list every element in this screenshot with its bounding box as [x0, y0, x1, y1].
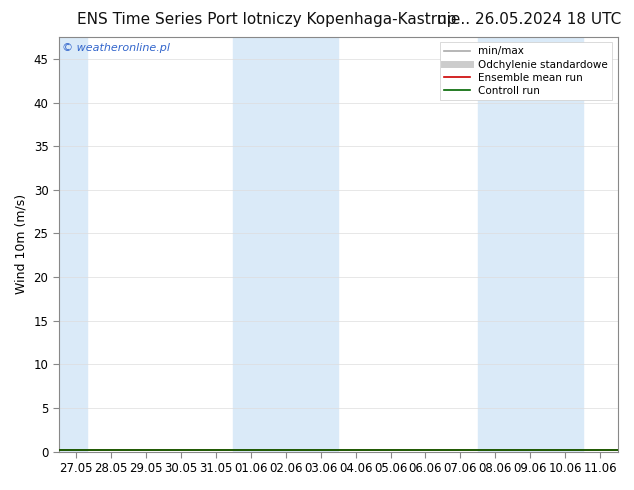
Bar — [478, 37, 583, 452]
Text: ENS Time Series Port lotniczy Kopenhaga-Kastrup: ENS Time Series Port lotniczy Kopenhaga-… — [77, 12, 456, 27]
Bar — [59, 37, 87, 452]
Text: © weatheronline.pl: © weatheronline.pl — [61, 43, 170, 53]
Text: nie.. 26.05.2024 18 UTC: nie.. 26.05.2024 18 UTC — [437, 12, 621, 27]
Legend: min/max, Odchylenie standardowe, Ensemble mean run, Controll run: min/max, Odchylenie standardowe, Ensembl… — [440, 42, 612, 100]
Bar — [233, 37, 338, 452]
Y-axis label: Wind 10m (m/s): Wind 10m (m/s) — [15, 194, 28, 294]
